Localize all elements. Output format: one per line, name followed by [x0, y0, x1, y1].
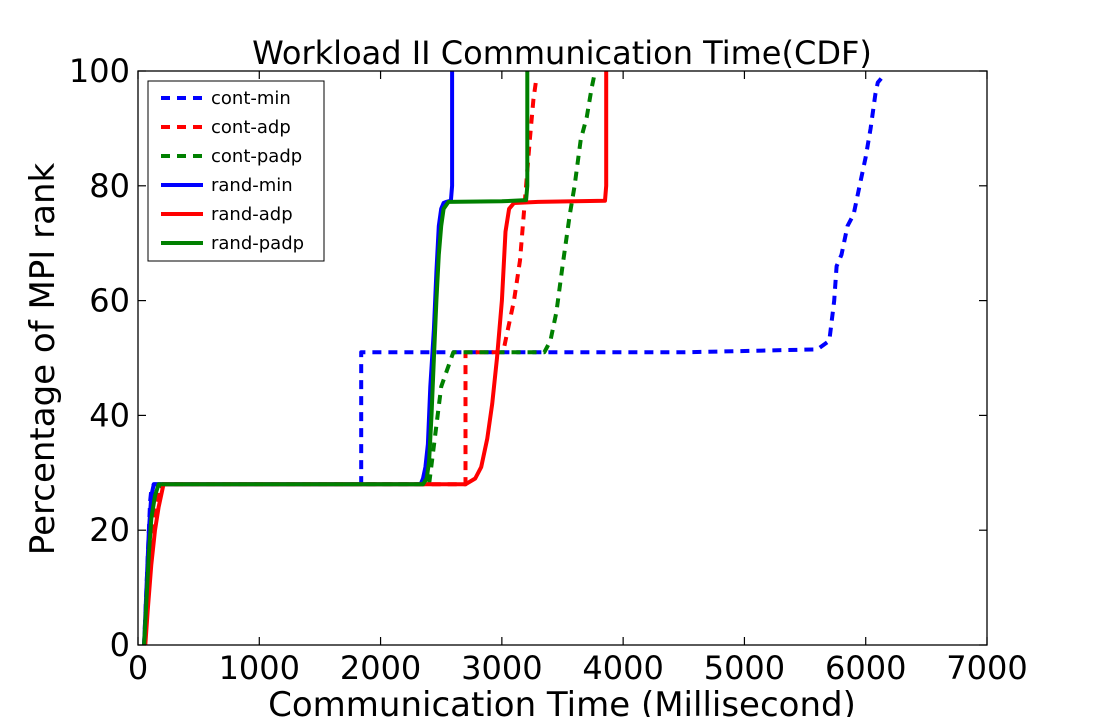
- x-tick-label: 4000: [582, 649, 663, 687]
- y-tick-label: 80: [89, 167, 130, 205]
- plot-series: [142, 71, 885, 646]
- y-tick-label: 0: [110, 626, 130, 664]
- legend-label-cont-min: cont-min: [211, 88, 291, 109]
- series-line-rand-adp: [143, 71, 609, 646]
- x-tick-label: 1000: [219, 649, 300, 687]
- y-tick-label: 20: [89, 511, 130, 549]
- x-axis-label: Communication Time (Millisecond): [268, 685, 856, 717]
- series-line-rand-padp: [142, 71, 530, 646]
- legend-label-rand-padp: rand-padp: [211, 233, 304, 254]
- y-tick-label: 60: [89, 282, 130, 320]
- legend-label-cont-padp: cont-padp: [211, 146, 302, 167]
- series-line-cont-min: [142, 75, 885, 646]
- x-tick-label: 5000: [704, 649, 785, 687]
- x-tick-label: 3000: [461, 649, 542, 687]
- legend-label-rand-adp: rand-adp: [211, 204, 293, 225]
- legend-label-cont-adp: cont-adp: [211, 117, 291, 138]
- legend-box: [147, 80, 325, 262]
- axis-ticks: 0 1000 2000 3000 4000 5000 6000 7000 0 20 40 60 80 10…: [69, 52, 1028, 687]
- y-tick-label: 100: [69, 52, 130, 90]
- x-tick-label: 0: [128, 649, 148, 687]
- y-tick-label: 40: [89, 396, 130, 434]
- series-line-rand-min: [142, 71, 455, 646]
- legend-label-rand-min: rand-min: [211, 175, 293, 196]
- chart-title: Workload II Communication Time(CDF): [252, 34, 872, 72]
- plot-area-frame: [137, 70, 988, 646]
- x-tick-label: 6000: [825, 649, 906, 687]
- x-tick-label: 7000: [946, 649, 1027, 687]
- y-axis-label: Percentage of MPI rank: [23, 163, 63, 556]
- x-tick-label: 2000: [340, 649, 421, 687]
- legend: cont-min cont-adp cont-padp rand-min rand-ad…: [147, 80, 325, 262]
